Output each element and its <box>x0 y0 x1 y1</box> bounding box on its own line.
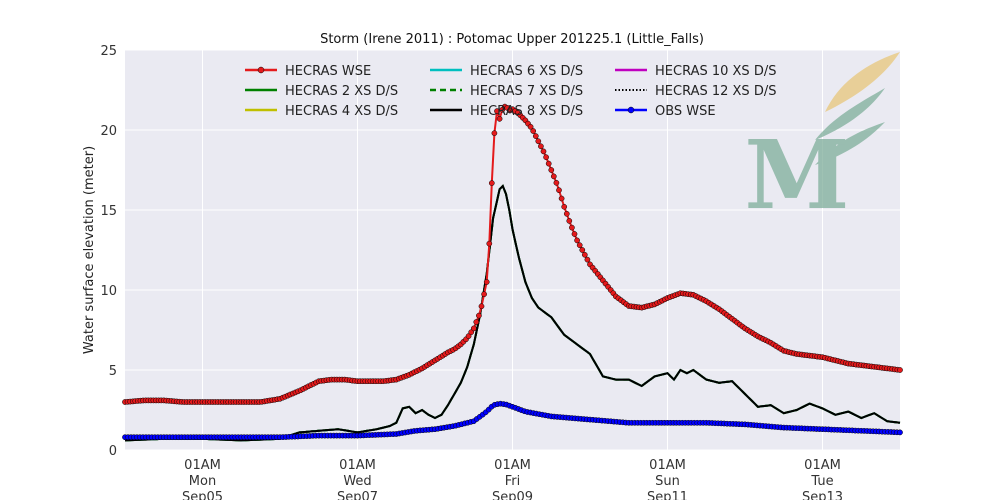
legend-label: HECRAS 12 XS D/S <box>655 84 776 99</box>
x-tick-label: Sep07 <box>337 490 378 500</box>
legend-marker <box>627 106 635 114</box>
data-point-obs-wse <box>897 429 903 436</box>
series-line-hecras-12-xs-d-s <box>124 184 901 442</box>
data-point-hecras-wse <box>543 154 549 161</box>
x-tick-label: 01AM <box>804 458 841 473</box>
legend-label: HECRAS 6 XS D/S <box>470 64 583 79</box>
legend-label: HECRAS 2 XS D/S <box>285 84 398 99</box>
legend-marker <box>257 66 265 74</box>
data-point-hecras-wse <box>553 179 560 186</box>
data-point-hecras-wse <box>483 279 490 285</box>
x-tick-label: Fri <box>505 474 521 489</box>
data-point-hecras-wse <box>563 210 570 217</box>
data-point-hecras-wse <box>571 231 578 237</box>
data-point-hecras-wse <box>538 143 544 150</box>
chart-title: Storm (Irene 2011) : Potomac Upper 20122… <box>320 32 704 47</box>
x-tick-label: Sep13 <box>802 490 843 500</box>
data-point-hecras-wse <box>470 325 477 332</box>
data-point-hecras-wse <box>561 203 568 210</box>
series-lines <box>122 103 903 442</box>
data-point-hecras-wse <box>478 303 485 310</box>
data-point-hecras-wse <box>488 180 495 186</box>
x-tick-label: 01AM <box>494 458 531 473</box>
data-point-hecras-wse <box>535 138 542 145</box>
data-point-hecras-wse <box>473 319 480 325</box>
data-point-hecras-wse <box>530 128 537 134</box>
data-point-hecras-wse <box>550 173 557 180</box>
logo-leaf-2 <box>815 88 885 140</box>
data-point-hecras-wse <box>569 224 575 231</box>
data-point-hecras-wse <box>574 237 580 244</box>
x-tick-label: 01AM <box>184 458 221 473</box>
y-tick-label: 0 <box>109 444 117 459</box>
y-tick-label: 10 <box>100 284 117 299</box>
logo-leaf-1 <box>825 52 900 112</box>
data-point-hecras-wse <box>486 240 493 247</box>
data-point-hecras-wse <box>897 367 903 373</box>
data-point-hecras-wse <box>532 133 539 139</box>
y-tick-label: 15 <box>100 204 117 219</box>
x-tick-label: Sep11 <box>647 490 688 500</box>
grid <box>125 49 900 451</box>
data-point-hecras-wse <box>576 242 583 249</box>
x-tick-label: 01AM <box>649 458 686 473</box>
x-tick-label: 01AM <box>339 458 376 473</box>
x-tick-label: Sep09 <box>492 490 533 500</box>
legend-label: HECRAS 8 XS D/S <box>470 104 583 119</box>
data-point-hecras-wse <box>581 251 588 258</box>
legend-label: OBS WSE <box>655 104 716 119</box>
x-tick-label: Sep05 <box>182 490 223 500</box>
y-axis-label: Water surface elevation (meter) <box>82 146 97 354</box>
data-point-hecras-wse <box>566 218 573 224</box>
data-point-hecras-wse <box>548 167 555 173</box>
y-tick-label: 25 <box>100 44 117 59</box>
legend-label: HECRAS 4 XS D/S <box>285 104 398 119</box>
logo-leaf-3 <box>815 122 885 165</box>
x-tick-label: Sun <box>655 474 680 489</box>
data-point-hecras-wse <box>545 160 552 167</box>
data-point-hecras-wse <box>579 247 586 253</box>
data-point-hecras-wse <box>527 123 534 130</box>
x-tick-label: Mon <box>189 474 216 489</box>
logo-letter: M <box>744 120 849 231</box>
axes: 051015202501AMMonSep0501AMWedSep0701AMFr… <box>100 44 843 500</box>
data-point-hecras-wse <box>476 312 482 319</box>
data-point-hecras-wse <box>481 291 487 298</box>
data-point-hecras-wse <box>584 256 591 263</box>
x-tick-label: Tue <box>810 474 833 489</box>
legend-label: HECRAS WSE <box>285 64 371 79</box>
data-point-hecras-wse <box>556 187 562 194</box>
y-tick-label: 5 <box>109 364 117 379</box>
data-point-hecras-wse <box>465 333 472 339</box>
data-point-hecras-wse <box>496 115 503 122</box>
legend-label: HECRAS 7 XS D/S <box>470 84 583 99</box>
legend: HECRAS WSE HECRAS 2 XS D/S HECRAS 4 XS D/S… <box>245 64 776 119</box>
logo-watermark: M <box>744 52 900 231</box>
data-point-hecras-wse <box>491 130 498 137</box>
x-tick-label: Wed <box>343 474 371 489</box>
legend-label: HECRAS 10 XS D/S <box>655 64 776 79</box>
data-point-hecras-wse <box>494 108 500 114</box>
y-tick-label: 20 <box>100 124 117 139</box>
data-point-hecras-wse <box>558 195 565 202</box>
data-point-hecras-wse <box>540 148 547 155</box>
